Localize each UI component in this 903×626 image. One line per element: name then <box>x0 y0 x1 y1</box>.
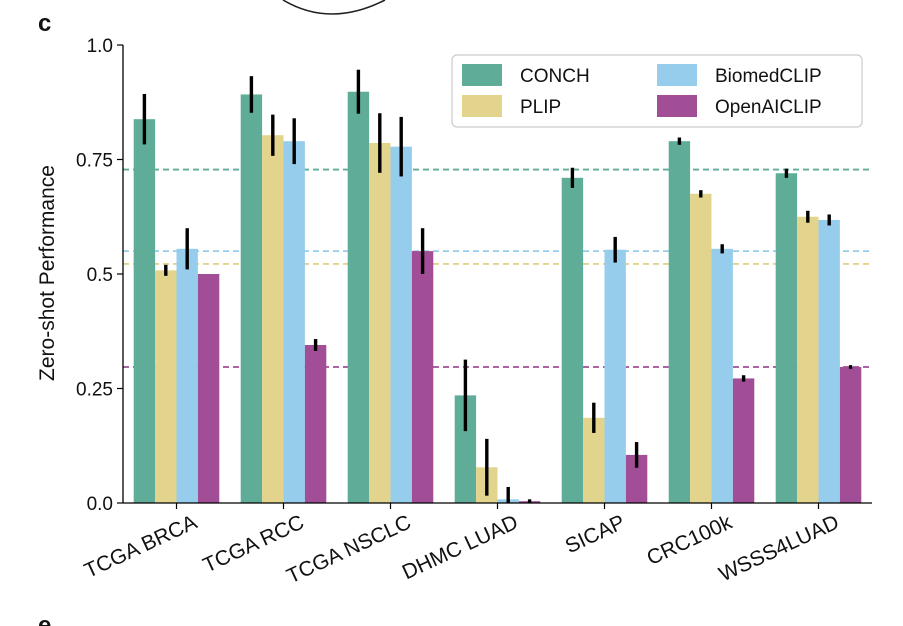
previous-panel-circle-fragment <box>282 0 386 15</box>
bar-openaiclip-5 <box>732 378 755 503</box>
bar-conch-0 <box>133 119 156 504</box>
legend-box <box>451 54 863 128</box>
legend-swatch-openaiclip <box>657 95 697 117</box>
y-tick-label-2: 0.5 <box>87 265 113 286</box>
bar-openaiclip-1 <box>304 344 327 503</box>
legend-swatch-conch <box>462 64 502 86</box>
bar-conch-6 <box>775 173 798 504</box>
bar-conch-4 <box>561 177 584 503</box>
bar-biomedclip-6 <box>818 219 840 503</box>
bar-conch-3 <box>454 395 477 503</box>
bar-biomedclip-2 <box>390 146 412 503</box>
legend-label-openaiclip: OpenAICLIP <box>715 97 822 118</box>
x-tick-label-6: WSSS4LUAD <box>715 511 842 587</box>
x-tick-label-0: TCGA BRCA <box>81 511 201 583</box>
y-tick-label-4: 1.0 <box>87 36 113 57</box>
x-tick-label-4: SICAP <box>562 511 629 558</box>
y-tick-label-3: 0.75 <box>76 151 113 172</box>
bar-plip-2 <box>369 143 391 503</box>
y-axis-label: Zero-shot Performance <box>36 165 59 381</box>
bar-conch-5 <box>668 141 691 503</box>
bar-plip-6 <box>797 216 819 503</box>
bar-conch-2 <box>347 91 370 503</box>
panel-letter-e: e <box>38 612 51 626</box>
bar-openaiclip-6 <box>839 366 862 503</box>
y-tick-label-1: 0.25 <box>76 380 113 401</box>
bar-openaiclip-2 <box>411 251 434 503</box>
bar-openaiclip-4 <box>625 454 648 503</box>
bar-biomedclip-0 <box>176 248 198 503</box>
panel-letter-c: c <box>38 10 51 37</box>
legend: CONCH PLIP BiomedCLIP OpenAICLIP <box>451 54 863 128</box>
legend-swatch-plip <box>462 95 502 117</box>
bar-plip-4 <box>583 417 605 503</box>
bar-biomedclip-5 <box>711 248 733 503</box>
bar-biomedclip-4 <box>604 249 626 503</box>
bar-plip-5 <box>690 193 712 503</box>
bar-plip-0 <box>155 270 177 503</box>
legend-label-biomedclip: BiomedCLIP <box>715 66 822 87</box>
x-tick-label-5: CRC100k <box>643 510 736 570</box>
bar-openaiclip-0 <box>197 274 220 503</box>
bar-plip-1 <box>262 135 284 503</box>
bar-conch-1 <box>240 94 263 504</box>
legend-swatch-biomedclip <box>657 64 697 86</box>
bar-biomedclip-1 <box>283 141 305 503</box>
legend-label-plip: PLIP <box>520 97 561 118</box>
y-tick-label-0: 0.0 <box>87 494 113 515</box>
x-tick-label-3: DHMC LUAD <box>399 511 522 585</box>
legend-label-conch: CONCH <box>520 66 590 87</box>
